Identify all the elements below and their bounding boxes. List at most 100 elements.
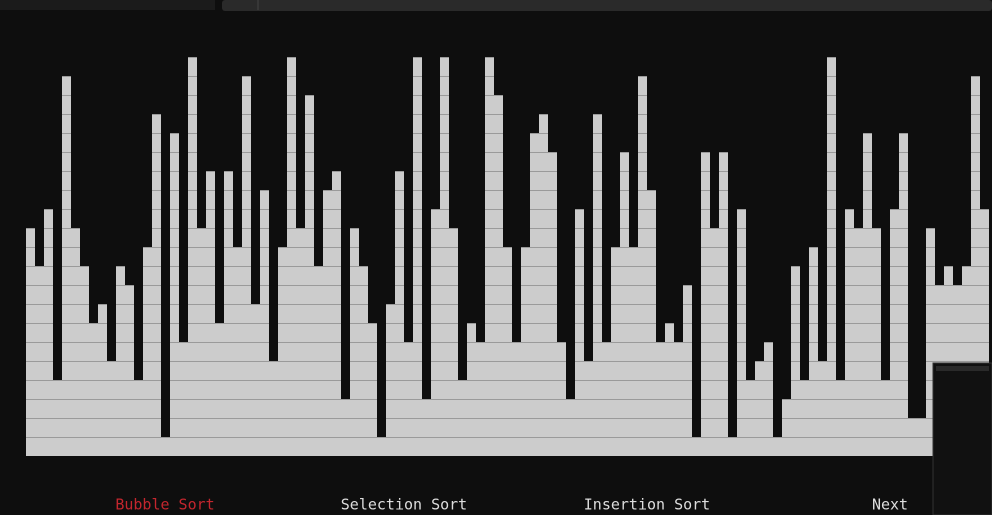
bar [917, 418, 926, 456]
title-strip [0, 0, 215, 10]
bar [242, 76, 251, 456]
bar [161, 437, 170, 456]
bar [683, 285, 692, 456]
bar [539, 114, 548, 456]
bar [503, 247, 512, 456]
bar [764, 342, 773, 456]
bar [710, 228, 719, 456]
bar [260, 190, 269, 456]
bar [323, 190, 332, 456]
bar [368, 323, 377, 456]
bar [179, 342, 188, 456]
bar [827, 57, 836, 456]
bar [674, 342, 683, 456]
bar [125, 285, 134, 456]
button-row: Bubble Sort Selection Sort Insertion Sort N… [115, 496, 908, 514]
bar [26, 228, 35, 456]
bar [521, 247, 530, 456]
bar [44, 209, 53, 456]
bar [845, 209, 854, 456]
tab-bar [222, 0, 992, 11]
bar [431, 209, 440, 456]
bar [944, 266, 953, 456]
bar [926, 228, 935, 456]
bar [404, 342, 413, 456]
bar [980, 209, 989, 456]
bar [287, 57, 296, 456]
bar [341, 399, 350, 456]
bar [881, 380, 890, 456]
bar [755, 361, 764, 456]
bar [395, 171, 404, 456]
bar [80, 266, 89, 456]
bar [548, 152, 557, 456]
bar [197, 228, 206, 456]
bar [71, 228, 80, 456]
bar [170, 133, 179, 456]
bar [602, 342, 611, 456]
bar [566, 399, 575, 456]
bar [791, 266, 800, 456]
bar [359, 266, 368, 456]
bar [854, 228, 863, 456]
bar [62, 76, 71, 456]
bar [971, 76, 980, 456]
bar [665, 323, 674, 456]
bar [494, 95, 503, 456]
bar [818, 361, 827, 456]
bar [314, 266, 323, 456]
bar [836, 380, 845, 456]
bar [251, 304, 260, 456]
bar [782, 399, 791, 456]
bar [215, 323, 224, 456]
bar [737, 209, 746, 456]
bar [593, 114, 602, 456]
bar [809, 247, 818, 456]
bar [440, 57, 449, 456]
thumbnail-caption [936, 366, 989, 371]
bar [773, 437, 782, 456]
bar [728, 437, 737, 456]
bar [458, 380, 467, 456]
bar [584, 361, 593, 456]
bar [305, 95, 314, 456]
menu-button[interactable]: Bubble Sort [115, 496, 214, 514]
bar [908, 418, 917, 456]
bar [611, 247, 620, 456]
bar [206, 171, 215, 456]
bar [296, 228, 305, 456]
bar [575, 209, 584, 456]
bar [962, 266, 971, 456]
menu-button[interactable]: Insertion Sort [584, 496, 710, 514]
bar [152, 114, 161, 456]
bar [188, 57, 197, 456]
bar [53, 380, 62, 456]
bar [278, 247, 287, 456]
bar [332, 171, 341, 456]
bar [899, 133, 908, 456]
bar [530, 133, 539, 456]
bar [701, 152, 710, 456]
bar [800, 380, 809, 456]
bar [638, 76, 647, 456]
bar [467, 323, 476, 456]
bar [890, 209, 899, 456]
bar [377, 437, 386, 456]
bar [143, 247, 152, 456]
bar [107, 361, 116, 456]
menu-button[interactable]: Next [872, 496, 908, 514]
bar [116, 266, 125, 456]
bar [233, 247, 242, 456]
bar [449, 228, 458, 456]
bar [35, 266, 44, 456]
bar [863, 133, 872, 456]
bar [746, 380, 755, 456]
bar [386, 304, 395, 456]
bar [350, 228, 359, 456]
bar [476, 342, 485, 456]
bar [656, 342, 665, 456]
bar [485, 57, 494, 456]
bar [719, 152, 728, 456]
menu-button[interactable]: Selection Sort [341, 496, 467, 514]
